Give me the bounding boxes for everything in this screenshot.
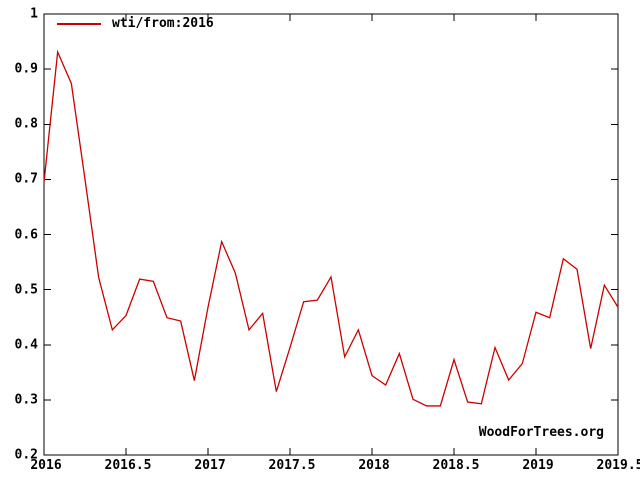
y-tick-label: 0.5 (14, 282, 38, 298)
y-tick-label: 0.2 (14, 447, 38, 463)
x-tick-label: 2017 (194, 458, 226, 473)
x-tick-label: 2019.5 (596, 458, 640, 473)
y-tick-label: 0.4 (14, 337, 38, 353)
wti-series-line (43, 49, 619, 407)
y-tick-label: 1 (30, 6, 38, 22)
x-tick-label: 2018 (358, 458, 390, 473)
legend-line-sample (57, 22, 101, 25)
x-tick-label: 2016.5 (104, 458, 152, 473)
plot-border (43, 13, 619, 456)
y-tick-label: 0.8 (14, 116, 38, 132)
y-tick-label: 0.6 (14, 227, 38, 242)
watermark: WoodForTrees.org (478, 425, 604, 440)
x-tick-label: 2016 (30, 458, 62, 473)
y-tick-label: 0.9 (14, 61, 38, 77)
x-tick-label: 2017.5 (268, 458, 316, 473)
legend: wti/from:2016 (57, 16, 214, 31)
x-tick-label: 2018.5 (432, 458, 480, 473)
y-tick-label: 0.3 (14, 392, 38, 408)
legend-label: wti/from:2016 (112, 16, 214, 31)
x-tick-label: 2019 (522, 458, 554, 473)
y-tick-label: 0.7 (14, 171, 38, 187)
